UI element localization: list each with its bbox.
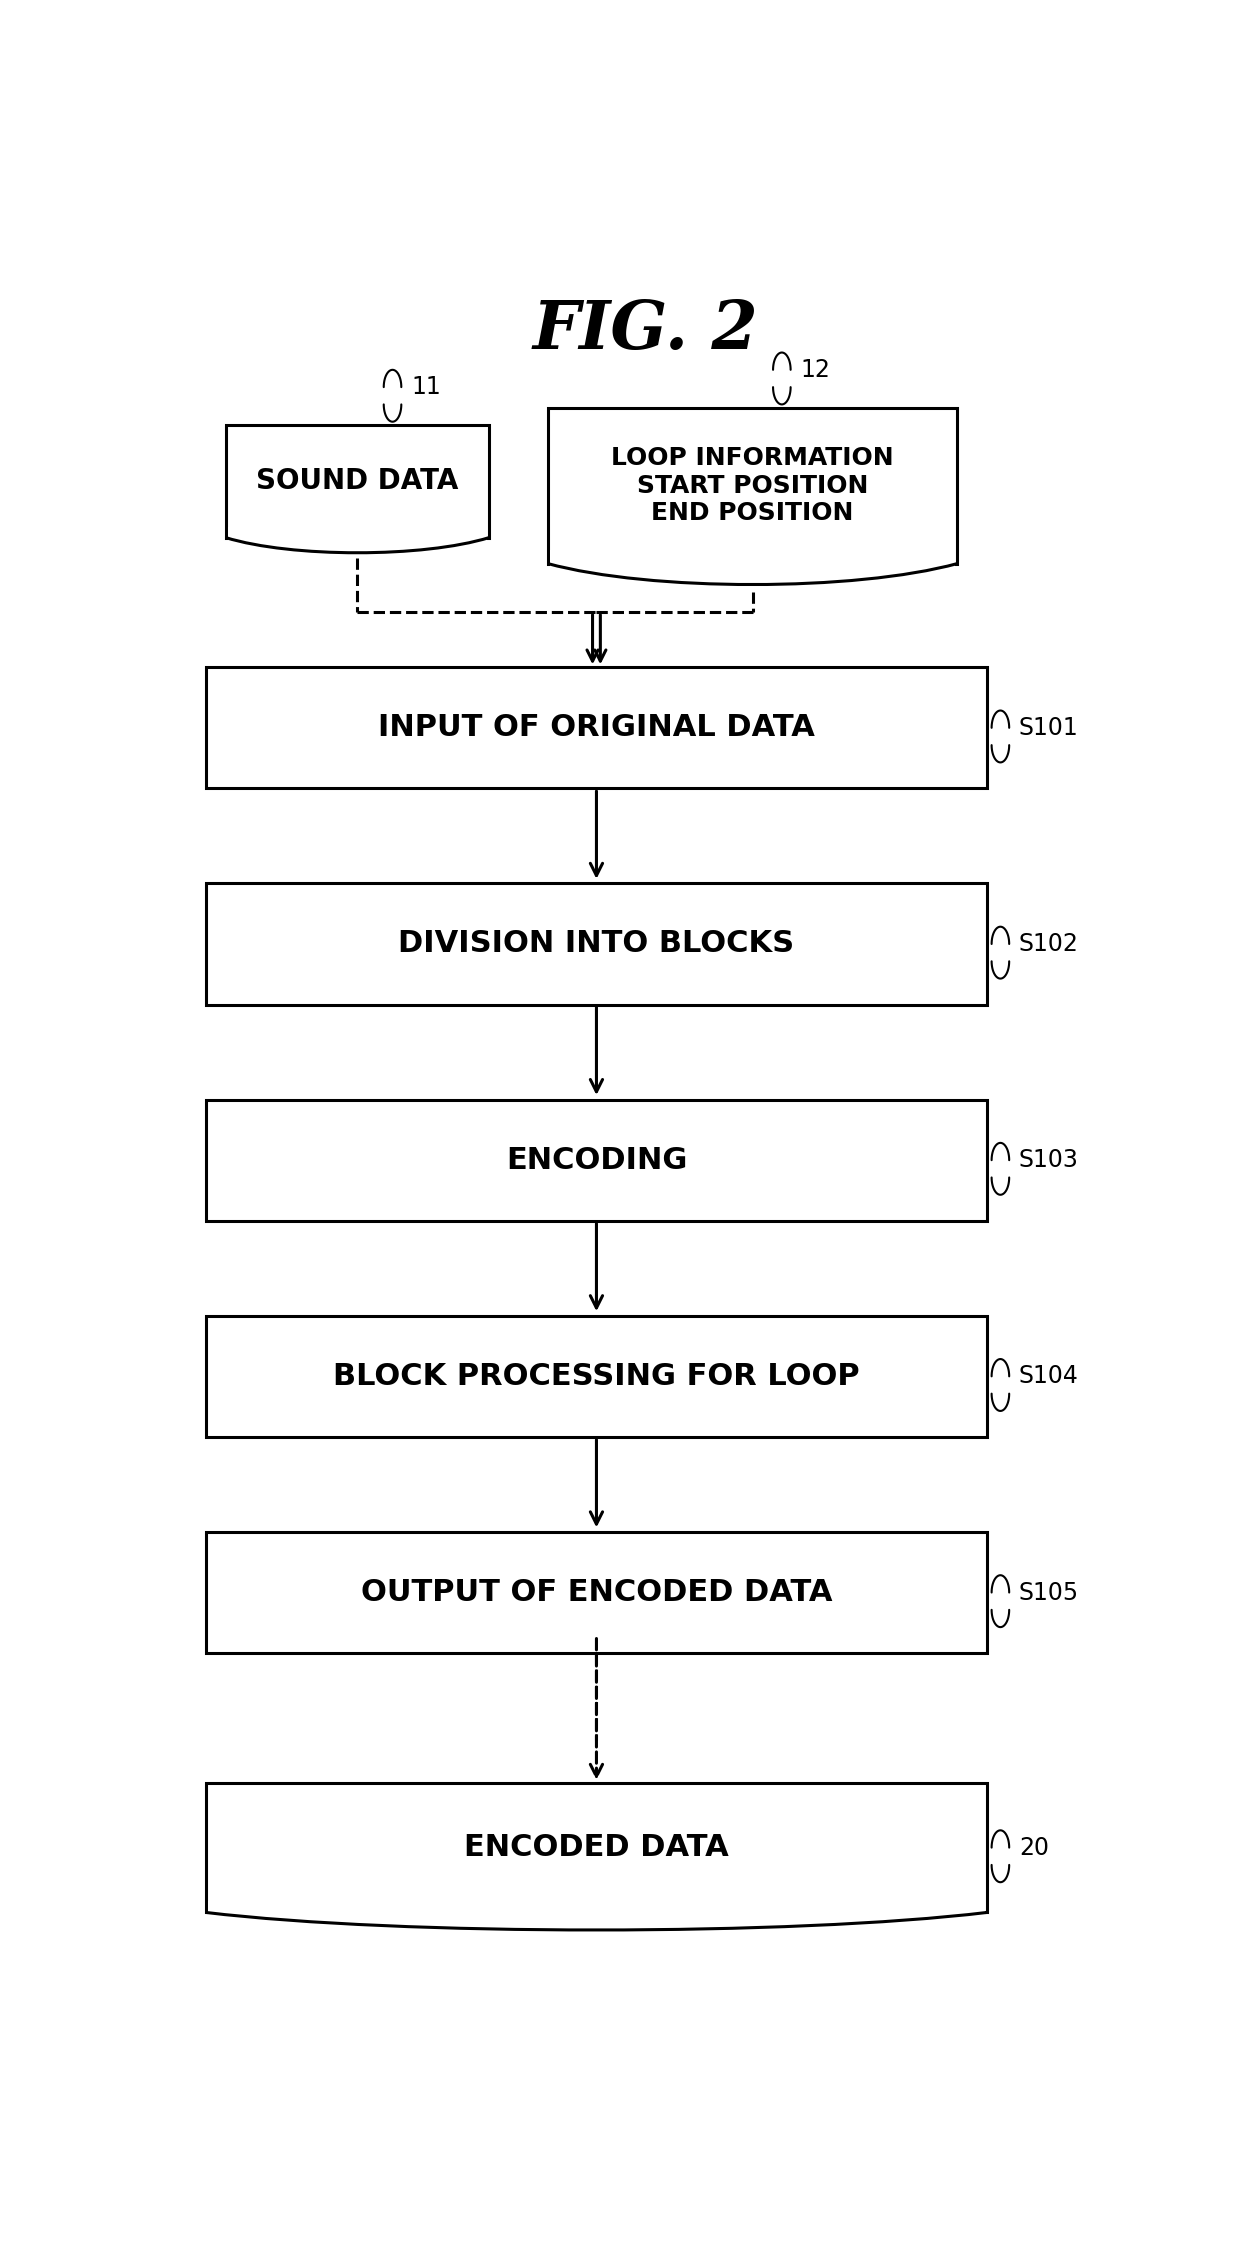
Bar <box>225 424 490 537</box>
Bar <box>206 667 987 788</box>
Text: DIVISION INTO BLOCKS: DIVISION INTO BLOCKS <box>398 930 794 959</box>
Text: ENCODED DATA: ENCODED DATA <box>465 1833 729 1862</box>
Bar <box>550 550 956 577</box>
Text: LOOP INFORMATION
START POSITION
END POSITION: LOOP INFORMATION START POSITION END POSI… <box>612 447 894 526</box>
Text: S103: S103 <box>1019 1148 1079 1172</box>
Bar <box>206 1783 987 1914</box>
Bar <box>206 883 987 1004</box>
Text: S102: S102 <box>1019 932 1079 957</box>
Text: 20: 20 <box>1019 1835 1049 1860</box>
Bar <box>208 1900 985 1925</box>
Bar <box>206 1316 987 1437</box>
Text: ENCODING: ENCODING <box>506 1145 687 1175</box>
Bar <box>228 528 487 548</box>
Text: 12: 12 <box>801 357 830 382</box>
Text: S104: S104 <box>1019 1363 1079 1388</box>
Text: FIG. 2: FIG. 2 <box>533 296 758 362</box>
Text: SOUND DATA: SOUND DATA <box>257 467 458 496</box>
Bar <box>206 1101 987 1222</box>
Bar <box>206 1532 987 1653</box>
Text: S101: S101 <box>1019 716 1079 739</box>
Text: 11: 11 <box>410 375 441 400</box>
Bar <box>548 409 958 564</box>
Text: S105: S105 <box>1019 1581 1079 1604</box>
Text: BLOCK PROCESSING FOR LOOP: BLOCK PROCESSING FOR LOOP <box>334 1361 860 1390</box>
Text: INPUT OF ORIGINAL DATA: INPUT OF ORIGINAL DATA <box>378 714 815 743</box>
Text: OUTPUT OF ENCODED DATA: OUTPUT OF ENCODED DATA <box>360 1579 832 1608</box>
